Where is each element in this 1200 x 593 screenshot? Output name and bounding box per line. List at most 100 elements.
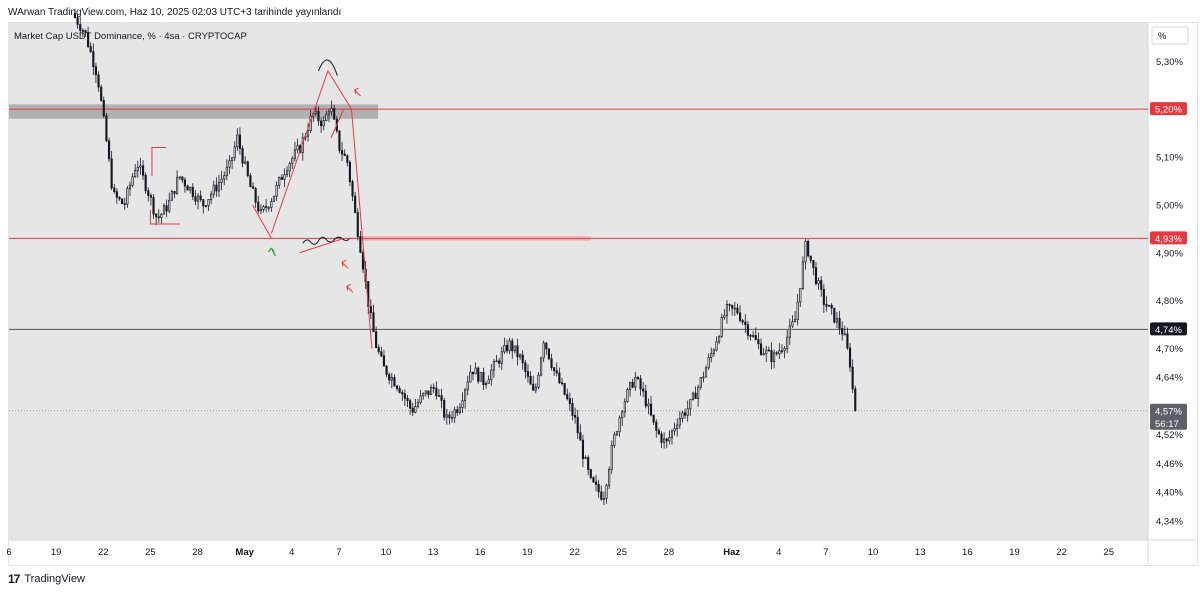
candle [647,398,650,415]
candle-body [107,140,111,160]
candle-body [715,341,718,351]
price-label: 4,74% [1150,322,1187,336]
candle-body [825,304,828,307]
candle [134,163,137,178]
candle [537,371,540,390]
scale-mode-button[interactable]: % [1151,26,1189,45]
price-tick-label: 4,34% [1156,516,1183,527]
candle-body [430,386,433,395]
candle-body [532,383,535,391]
candle [395,384,399,392]
candle [783,346,786,359]
candle [547,348,550,361]
candle [644,384,647,409]
candle [707,353,710,370]
candle [388,372,391,385]
candle-body [474,367,477,375]
candle-body [317,110,320,122]
candle-body [780,350,784,353]
candle [469,364,472,383]
candle-body [584,457,587,460]
candle-body [723,314,726,318]
candle-body [511,340,514,352]
candle-body [346,155,349,163]
candle-body [458,407,461,413]
candle-body [775,352,778,355]
price-axis[interactable]: 5,30% 5,10% 5,00% 4,90% 4,80% 4,70% 4,64% 4,52%… [1156,57,1183,528]
candle-body [257,201,260,212]
candle [508,337,511,355]
candle-body [841,327,844,335]
candle [566,388,569,401]
candle-body [547,348,550,360]
candle-body [278,177,281,186]
candle-body [778,350,781,355]
candle [613,431,616,448]
time-axis[interactable]: 6 19 22 25 28 May 4 7 10 13 16 19 22 25 28 Haz 4 7 10 13 16 1… [6,547,1114,558]
candle [346,154,349,167]
candle-body [351,181,354,197]
candle-body [657,429,660,435]
candle [382,349,386,367]
candle-body [830,304,833,309]
candle-body [597,484,600,493]
candle [100,84,103,102]
candle-body [618,417,621,433]
time-tick-label: 22 [569,547,580,558]
candle-body [759,343,763,355]
candle-body [550,358,553,369]
candle-body [809,255,812,261]
candle [89,42,92,54]
candle-body [498,360,501,364]
candle [629,381,632,397]
candle [710,347,713,363]
candle-body [477,367,480,382]
candle [581,434,585,468]
candle-body [642,388,645,392]
candle [524,360,527,379]
candle-body [73,13,77,18]
candle-body [121,198,124,205]
candle [605,483,608,504]
candle [385,365,388,378]
candle [762,347,765,356]
candle [262,205,265,213]
symbol-legend[interactable]: Market Cap USDT Dominance, % · 4sa · CRY… [14,31,247,42]
candle [210,191,213,205]
candle [532,375,535,392]
candle-body [149,195,152,198]
candle [793,311,797,323]
price-label: 4,57% 56:17 [1150,403,1187,430]
candle [361,249,365,273]
candle-body [822,289,825,305]
zone-0 [9,104,379,119]
candle-body [223,175,226,180]
candle-body [767,349,770,352]
candle-body [398,388,401,393]
candle-body [453,409,456,419]
candle-body [157,216,160,219]
candle-body [165,205,168,212]
candle-body [833,307,836,323]
candle-body [94,66,98,76]
tradingview-logo-icon[interactable]: 17 [8,572,20,586]
candle [409,398,412,415]
candle [500,346,503,370]
candle [676,418,679,437]
candle [668,430,671,445]
green-arrow-icon [267,247,276,257]
candle-body [537,374,540,388]
candle-body [788,325,791,338]
candle [136,160,139,178]
candle-body [647,403,650,407]
candle [204,205,207,208]
candle-body [136,166,139,171]
candle [487,375,490,384]
candle-body [388,374,391,381]
candle [464,387,467,409]
candle-body [566,393,569,400]
candle-body [469,371,472,383]
pattern-line [299,237,344,254]
candle-body [574,415,577,418]
